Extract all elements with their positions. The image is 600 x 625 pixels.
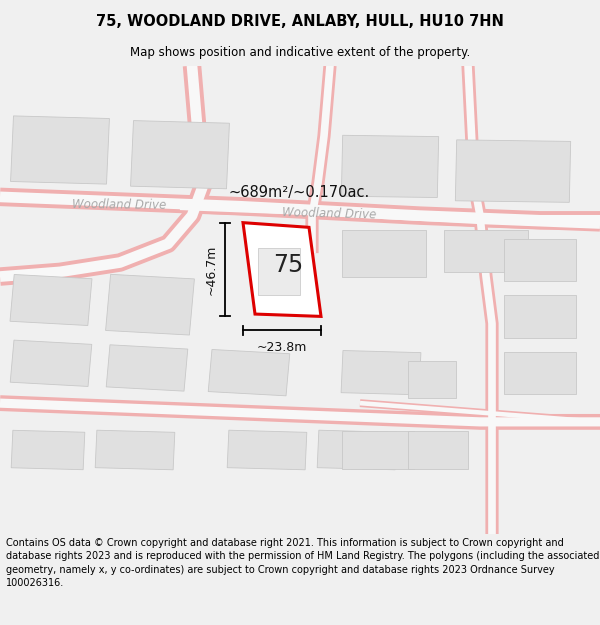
Text: ~23.8m: ~23.8m bbox=[257, 341, 307, 354]
Text: Map shows position and indicative extent of the property.: Map shows position and indicative extent… bbox=[130, 46, 470, 59]
Bar bbox=[106, 274, 194, 335]
Bar bbox=[317, 430, 397, 470]
Bar bbox=[504, 239, 576, 281]
Bar bbox=[444, 229, 528, 272]
Bar bbox=[227, 430, 307, 470]
Text: 75, WOODLAND DRIVE, ANLABY, HULL, HU10 7HN: 75, WOODLAND DRIVE, ANLABY, HULL, HU10 7… bbox=[96, 14, 504, 29]
Text: Woodland Drive: Woodland Drive bbox=[282, 206, 377, 221]
Bar bbox=[341, 135, 439, 198]
Bar bbox=[504, 351, 576, 394]
Text: ~689m²/~0.170ac.: ~689m²/~0.170ac. bbox=[228, 185, 369, 200]
Bar bbox=[504, 295, 576, 338]
Bar bbox=[95, 430, 175, 470]
Text: Woodland Drive: Woodland Drive bbox=[72, 198, 166, 212]
Bar bbox=[342, 229, 426, 276]
Bar bbox=[342, 431, 414, 469]
Bar bbox=[11, 430, 85, 470]
Bar bbox=[258, 248, 300, 295]
Bar bbox=[208, 349, 290, 396]
Text: 75: 75 bbox=[273, 253, 303, 278]
Bar bbox=[131, 121, 229, 189]
Text: ~46.7m: ~46.7m bbox=[205, 244, 218, 295]
Bar bbox=[10, 340, 92, 386]
Bar bbox=[11, 116, 109, 184]
Bar bbox=[408, 431, 468, 469]
Polygon shape bbox=[243, 222, 321, 316]
Bar bbox=[455, 140, 571, 202]
Bar bbox=[106, 345, 188, 391]
Bar bbox=[341, 351, 421, 395]
Text: Contains OS data © Crown copyright and database right 2021. This information is : Contains OS data © Crown copyright and d… bbox=[6, 538, 599, 588]
Bar bbox=[10, 274, 92, 326]
Bar bbox=[408, 361, 456, 399]
